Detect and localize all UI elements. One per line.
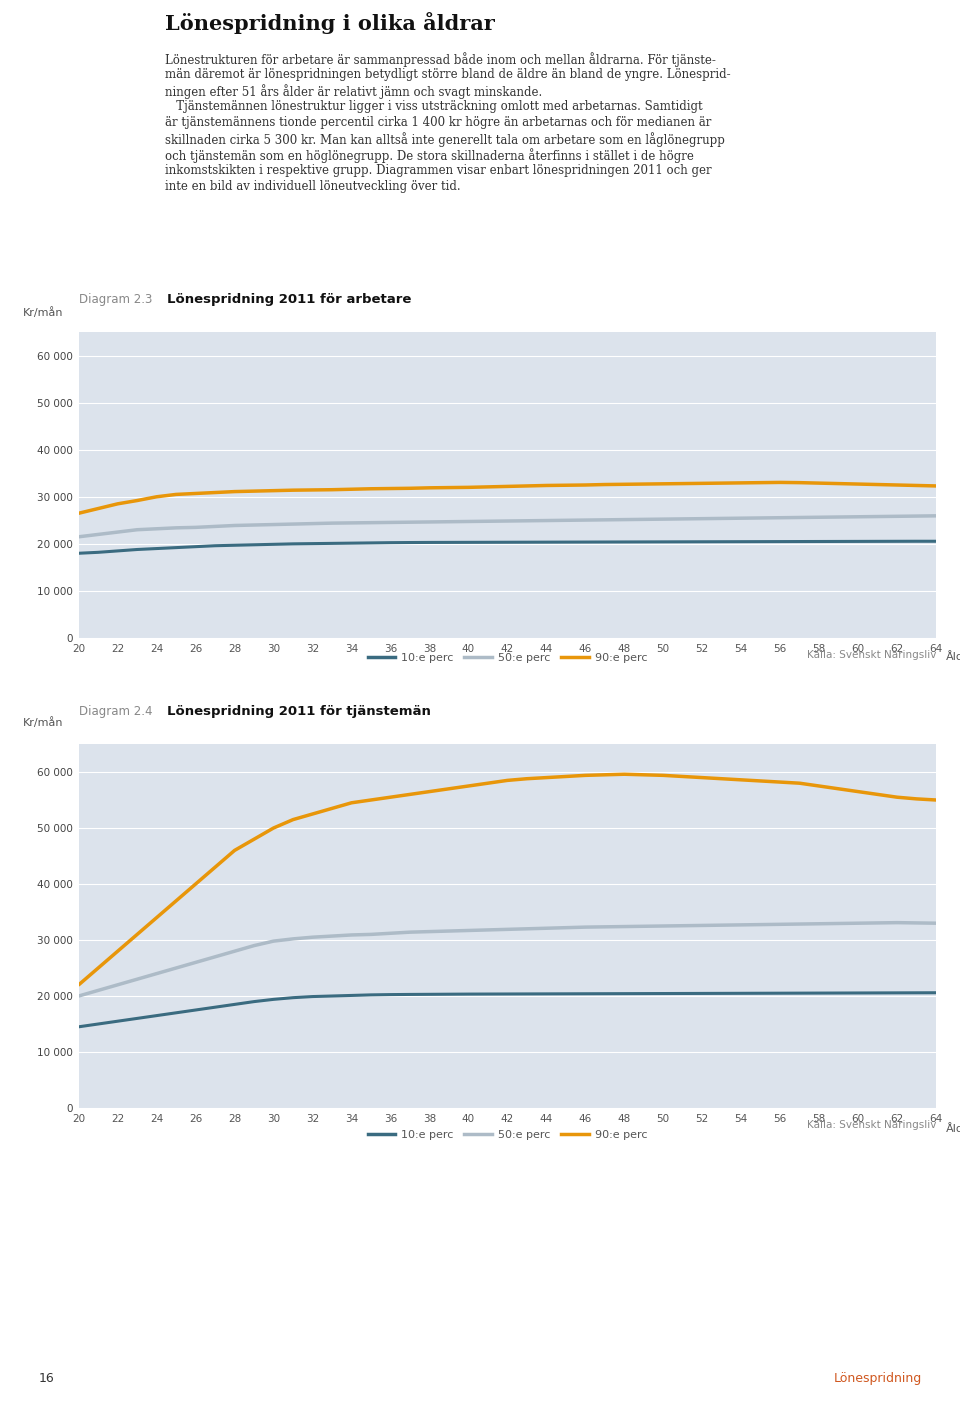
Legend: 10:e perc, 50:e perc, 90:e perc: 10:e perc, 50:e perc, 90:e perc [363, 1126, 652, 1144]
Text: Lönespridning: Lönespridning [833, 1372, 922, 1385]
Text: Källa: Svenskt Näringsliv: Källa: Svenskt Näringsliv [806, 1120, 936, 1130]
Text: Lönestrukturen för arbetare är sammanpressad både inom och mellan åldrarna. För : Lönestrukturen för arbetare är sammanpre… [165, 52, 716, 66]
Text: män däremot är lönespridningen betydligt större bland de äldre än bland de yngre: män däremot är lönespridningen betydligt… [165, 68, 731, 80]
Text: 16: 16 [38, 1372, 54, 1385]
Text: Diagram 2.3: Diagram 2.3 [79, 293, 152, 306]
Text: är tjänstemännens tionde percentil cirka 1 400 kr högre än arbetarnas och för me: är tjänstemännens tionde percentil cirka… [165, 116, 711, 130]
Legend: 10:e perc, 50:e perc, 90:e perc: 10:e perc, 50:e perc, 90:e perc [363, 648, 652, 668]
Text: inte en bild av individuell löneutveckling över tid.: inte en bild av individuell löneutveckli… [165, 180, 461, 193]
Text: och tjänstemän som en höglönegrupp. De stora skillnaderna återfinns i stället i : och tjänstemän som en höglönegrupp. De s… [165, 148, 694, 163]
Text: skillnaden cirka 5 300 kr. Man kan alltså inte generellt tala om arbetare som en: skillnaden cirka 5 300 kr. Man kan allts… [165, 132, 725, 147]
Text: Ålder: Ålder [947, 1124, 960, 1134]
Text: ningen efter 51 års ålder är relativt jämn och svagt minskande.: ningen efter 51 års ålder är relativt jä… [165, 85, 542, 99]
Text: Lönespridning 2011 för tjänstemän: Lönespridning 2011 för tjänstemän [167, 704, 431, 719]
Text: Diagram 2.4: Diagram 2.4 [79, 704, 153, 719]
Text: Källa: Svenskt Näringsliv: Källa: Svenskt Näringsliv [806, 650, 936, 659]
Text: Kr/mån: Kr/mån [23, 717, 63, 727]
Text: Kr/mån: Kr/mån [23, 307, 63, 318]
Text: inkomstskikten i respektive grupp. Diagrammen visar enbart lönespridningen 2011 : inkomstskikten i respektive grupp. Diagr… [165, 163, 711, 178]
Text: Lönespridning 2011 för arbetare: Lönespridning 2011 för arbetare [167, 293, 412, 306]
Text: Tjänstemännen lönestruktur ligger i viss utsträckning omlott med arbetarnas. Sam: Tjänstemännen lönestruktur ligger i viss… [165, 100, 703, 113]
Text: Lönespridning i olika åldrar: Lönespridning i olika åldrar [165, 13, 494, 34]
Text: Ålder: Ålder [947, 652, 960, 662]
